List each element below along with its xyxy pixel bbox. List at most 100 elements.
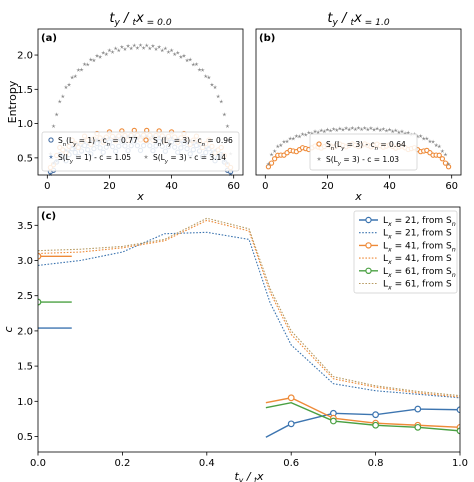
y-tick-label: 1.0 xyxy=(17,119,33,130)
panel-label: (a) xyxy=(41,33,57,44)
data-point xyxy=(268,160,275,166)
data-point xyxy=(228,172,233,177)
data-point xyxy=(203,73,208,79)
panel-b: 0 20 40 60 ty / tx = 1.0 (b) x Sn(Ly = 3) - cn … xyxy=(255,11,462,203)
data-point xyxy=(446,161,451,166)
data-point xyxy=(160,48,165,53)
legend-marker xyxy=(365,216,372,224)
panel-title: ty / tx = 1.0 xyxy=(327,11,390,28)
data-point xyxy=(331,126,336,131)
data-point xyxy=(294,133,299,138)
data-point xyxy=(456,427,460,435)
data-point xyxy=(456,406,460,414)
data-point xyxy=(340,127,346,132)
data-point xyxy=(275,144,280,149)
data-point xyxy=(445,164,452,170)
data-point xyxy=(393,128,398,133)
data-point xyxy=(184,58,190,63)
data-point xyxy=(297,134,302,139)
data-point xyxy=(402,131,408,136)
data-point xyxy=(135,45,140,50)
data-point xyxy=(153,46,159,52)
data-point xyxy=(322,129,327,134)
data-point xyxy=(440,148,445,154)
legend-label: Lx = 61, from S xyxy=(383,280,452,292)
legend: Sn(Ly = 1) - cn = 0.77 Sn(Ly = 3) - cn = … xyxy=(41,131,240,172)
data-point xyxy=(372,421,380,429)
y-tick-label: 0.5 xyxy=(17,432,33,443)
series-line xyxy=(38,217,460,397)
data-point xyxy=(150,43,156,48)
data-point xyxy=(337,126,343,131)
data-point xyxy=(306,130,311,135)
panel-title: ty / tx = 0.0 xyxy=(109,11,172,28)
data-point xyxy=(122,46,128,52)
data-point xyxy=(200,67,205,72)
data-point xyxy=(334,127,339,132)
data-point xyxy=(287,136,293,141)
data-point xyxy=(271,156,278,162)
series-3 xyxy=(38,219,460,398)
panel-label: (c) xyxy=(41,211,56,222)
series-line xyxy=(265,397,460,429)
data-point xyxy=(60,94,66,99)
series-0 xyxy=(38,327,460,438)
data-point xyxy=(372,411,380,419)
data-point xyxy=(399,129,405,134)
data-point xyxy=(191,62,196,67)
x-tick-label: 0.0 xyxy=(30,458,46,469)
legend-label: Sn(Ly = 3) - cn = 0.96 xyxy=(153,136,233,148)
data-point xyxy=(206,75,212,80)
legend-marker xyxy=(143,154,149,159)
data-point xyxy=(57,99,62,104)
y-tick-label: 2.0 xyxy=(17,51,33,62)
data-point xyxy=(125,43,131,48)
legend-label: Lx = 61, from Sn xyxy=(383,267,456,279)
data-point xyxy=(66,82,72,87)
data-point xyxy=(312,129,318,134)
data-point xyxy=(414,405,422,413)
legend-marker xyxy=(365,242,372,249)
legend-label: Sn(Ly = 3) - cn = 0.64 xyxy=(326,140,406,152)
data-point xyxy=(381,126,386,131)
data-point xyxy=(406,130,411,135)
data-point xyxy=(54,112,59,117)
panel-a: 0 20 40 60 0.5 1.0 1.5 2.0 ty / tx = 0.0 (a) x Entr… xyxy=(6,11,244,203)
y-tick-label: 1.0 xyxy=(17,397,33,408)
series-line xyxy=(38,219,460,398)
data-point xyxy=(48,172,53,177)
data-point xyxy=(175,50,180,55)
data-point xyxy=(209,82,215,87)
data-point xyxy=(107,48,112,53)
x-tick-label: 0.6 xyxy=(283,458,299,469)
data-point xyxy=(51,123,56,129)
x-tick-label: 60 xyxy=(445,181,458,192)
legend-marker xyxy=(143,137,149,143)
y-tick-label: 0.5 xyxy=(17,153,33,164)
data-point xyxy=(319,128,324,133)
x-tick-label: 40 xyxy=(383,181,396,192)
data-point xyxy=(144,43,149,48)
data-point xyxy=(421,136,426,141)
data-point xyxy=(272,148,277,154)
x-axis-label: x xyxy=(136,190,144,203)
data-point xyxy=(166,49,171,54)
data-point xyxy=(113,46,118,51)
data-point xyxy=(371,127,377,132)
series-4 xyxy=(38,298,460,435)
data-point xyxy=(212,85,218,90)
y-axis-label: Entropy xyxy=(6,80,19,123)
data-point xyxy=(442,160,449,166)
data-point xyxy=(287,420,295,428)
data-point xyxy=(346,127,352,132)
legend-label: Lx = 41, from S xyxy=(383,254,452,266)
y-tick-label: 3.5 xyxy=(17,221,33,232)
plot-area xyxy=(38,217,460,438)
data-point xyxy=(269,152,274,157)
panel-c: 0.0 0.2 0.4 0.6 0.8 1.0 0.5 1.0 1.5 2.0 2.5 3.0 3.5 (… xyxy=(2,206,468,482)
legend-marker xyxy=(48,137,54,143)
data-point xyxy=(172,51,177,57)
data-point xyxy=(300,131,305,137)
series-line xyxy=(38,231,460,399)
